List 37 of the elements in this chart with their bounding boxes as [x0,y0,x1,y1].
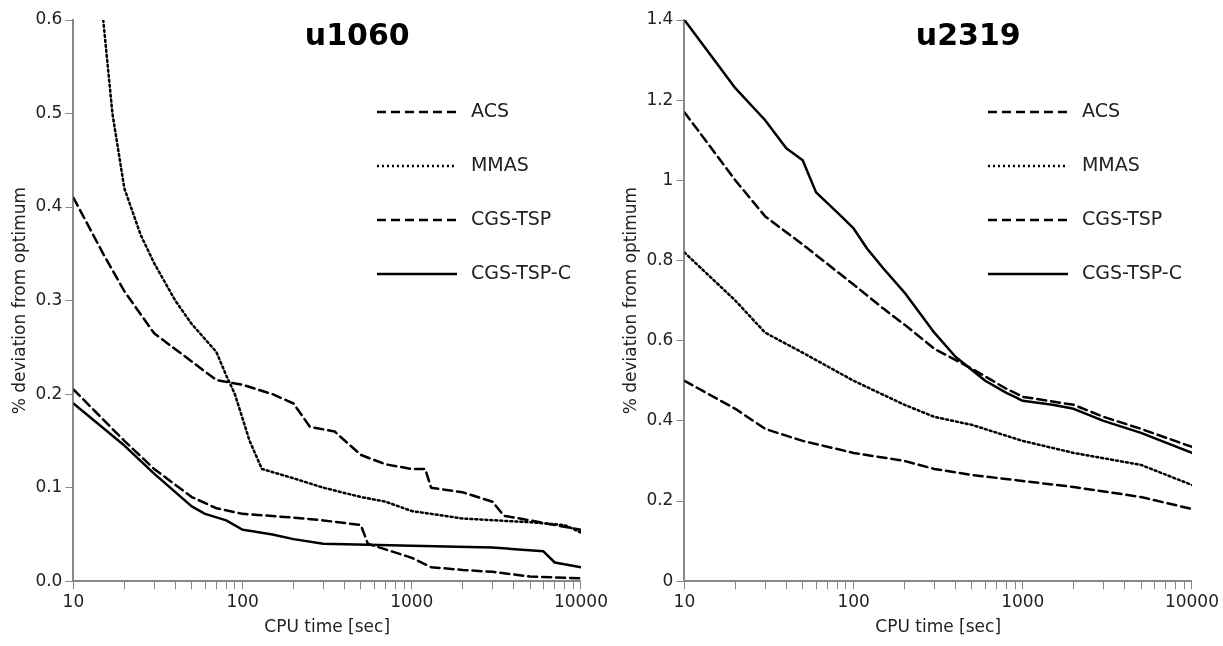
chart-title: u2319 [915,16,1021,52]
x-tick-label: 10 [62,590,85,611]
y-tick-label: 0.2 [646,489,674,510]
legend-label: MMAS [470,152,529,175]
chart-title: u1060 [304,16,410,52]
y-tick-label: 0.2 [35,382,63,403]
x-tick-label: 10 [673,590,696,611]
y-tick-label: 1 [662,168,674,189]
x-tick-label: 1000 [1001,590,1045,611]
x-tick-label: 10000 [553,590,609,611]
y-tick-label: 0 [662,569,674,590]
legend-label: CGS-TSP [1081,206,1163,229]
y-tick-label: 0.6 [646,329,674,350]
y-tick-label: 0.8 [646,248,674,269]
y-tick-label: 0.4 [35,195,63,216]
y-tick-label: 0.6 [35,8,63,29]
legend-label: CGS-TSP [470,206,552,229]
y-tick-label: 0.0 [35,569,63,590]
x-axis-title: CPU time [sec] [264,616,391,637]
x-tick-label: 1000 [390,590,434,611]
y-tick-label: 0.4 [646,409,674,430]
legend-label: CGS-TSP-C [1081,260,1182,283]
legend-label: ACS [470,98,509,121]
y-tick-label: 0.5 [35,101,63,122]
x-tick-label: 10000 [1164,590,1220,611]
legend-label: MMAS [1081,152,1140,175]
y-tick-label: 1.4 [646,8,674,29]
x-axis-title: CPU time [sec] [875,616,1002,637]
y-tick-label: 1.2 [646,88,674,109]
legend-label: ACS [1081,98,1120,121]
y-axis-title: % deviation from optimum [8,186,29,415]
y-axis-title: % deviation from optimum [619,186,640,415]
x-tick-label: 100 [226,590,259,611]
y-tick-label: 0.3 [35,289,63,310]
y-tick-label: 0.1 [35,476,63,497]
x-tick-label: 100 [837,590,870,611]
legend-label: CGS-TSP-C [470,260,571,283]
